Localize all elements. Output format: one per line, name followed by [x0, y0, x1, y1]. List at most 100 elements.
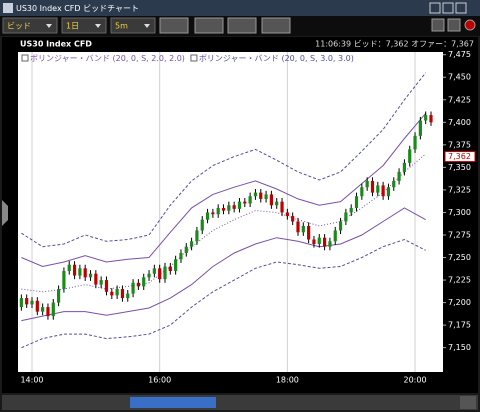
y-tick-label: 7,225 [448, 276, 471, 285]
candle-body [402, 162, 406, 172]
candle-body [19, 298, 23, 308]
candle-body [227, 205, 231, 211]
candle-body [285, 212, 289, 217]
candle-body [296, 221, 300, 233]
legend-checkbox [190, 54, 198, 62]
candle-body [168, 266, 172, 272]
price-type-select[interactable] [2, 17, 58, 34]
x-tick-label: 20:00 [404, 376, 427, 385]
candle-body [264, 194, 268, 199]
candle-body [248, 196, 252, 204]
candle-body [115, 289, 119, 296]
period: 1日 [66, 22, 79, 31]
candle-body [94, 273, 98, 285]
interval-select[interactable] [110, 17, 156, 34]
candle-body [397, 171, 401, 181]
candle-body [67, 264, 71, 272]
candle-body [323, 237, 327, 247]
export-tool[interactable] [261, 17, 291, 34]
candle-body [360, 187, 364, 197]
price-type: ビッド [7, 22, 31, 31]
window-title: US30 Index CFD ビッドチャート [16, 4, 139, 13]
candle-body [62, 271, 66, 290]
tool-buttons [159, 17, 476, 34]
close-button[interactable] [455, 2, 467, 14]
candle-body [152, 268, 156, 274]
settings-button[interactable] [431, 18, 445, 32]
band-lower [21, 238, 426, 349]
candle-body [104, 280, 109, 292]
scroll-thumb[interactable] [130, 397, 216, 408]
zoom-button[interactable] [460, 396, 476, 409]
maximize-button[interactable] [442, 2, 454, 14]
candle-body [51, 302, 55, 317]
candle-body [216, 207, 220, 215]
x-tick-label: 14:00 [20, 376, 43, 385]
candle-body [418, 120, 422, 136]
candle-body [72, 264, 77, 276]
candle-body [392, 180, 396, 188]
minimize-button[interactable] [429, 2, 441, 14]
candle-body [344, 212, 348, 222]
y-tick-label: 7,275 [448, 230, 471, 239]
candle-body [158, 268, 162, 280]
candle-body [253, 192, 258, 197]
candle-body [142, 277, 146, 287]
candle-body [381, 185, 385, 197]
plot-area [18, 52, 443, 372]
candle-body [376, 185, 380, 193]
candle-body [386, 187, 391, 197]
scrollbar [2, 395, 478, 410]
candle-body [57, 289, 61, 303]
candle-body [429, 115, 433, 123]
candle-body [269, 194, 273, 206]
candle-body [317, 237, 321, 244]
side-tab[interactable] [2, 200, 8, 226]
y-tick-label: 7,325 [448, 185, 471, 194]
candle-body [349, 207, 353, 213]
y-tick-label: 7,400 [448, 118, 471, 127]
y-tick-label: 7,425 [448, 95, 471, 104]
candle-body [35, 300, 39, 312]
title-bar [0, 0, 480, 16]
candle-body [136, 282, 140, 287]
draw-tool[interactable] [159, 17, 189, 34]
y-tick-label: 7,450 [448, 73, 471, 82]
dropdown-arrow [46, 24, 52, 28]
band-lower [21, 207, 426, 322]
candle-body [78, 268, 82, 276]
candle-body [280, 201, 284, 213]
indicator-tool[interactable] [227, 17, 257, 34]
candle-body [88, 273, 93, 278]
price-marker-box [444, 151, 476, 163]
x-tick-label: 16:00 [148, 376, 171, 385]
band-upper [21, 72, 427, 248]
candle-body [179, 253, 183, 260]
candle-body [83, 268, 87, 278]
alert-button[interactable] [464, 19, 476, 31]
candle-body [126, 293, 130, 299]
candle-body [174, 259, 178, 272]
candle-body [120, 289, 125, 299]
print-button[interactable] [447, 18, 461, 32]
window-icon [3, 3, 13, 13]
candle-body [301, 225, 305, 233]
candle-body [25, 298, 29, 305]
legend-checkbox [21, 54, 29, 62]
price-marker-label: 7,362 [448, 152, 471, 161]
y-tick-label: 7,200 [448, 298, 471, 307]
quote: 11:06:39 ビッド：7,362 オファー：7,367 [315, 40, 474, 49]
candle-body [200, 219, 204, 231]
candle-body [338, 221, 343, 231]
candle-body [328, 241, 332, 247]
candle-body [184, 246, 188, 254]
candle-body [147, 273, 151, 278]
y-tick-label: 7,350 [448, 163, 471, 172]
y-tick-label: 7,300 [448, 208, 471, 217]
line-tool[interactable] [194, 17, 224, 34]
period-select[interactable] [61, 17, 107, 34]
y-tick-label: 7,250 [448, 253, 471, 262]
instrument: US30 Index CFD [20, 40, 92, 49]
candle-body [195, 230, 199, 242]
